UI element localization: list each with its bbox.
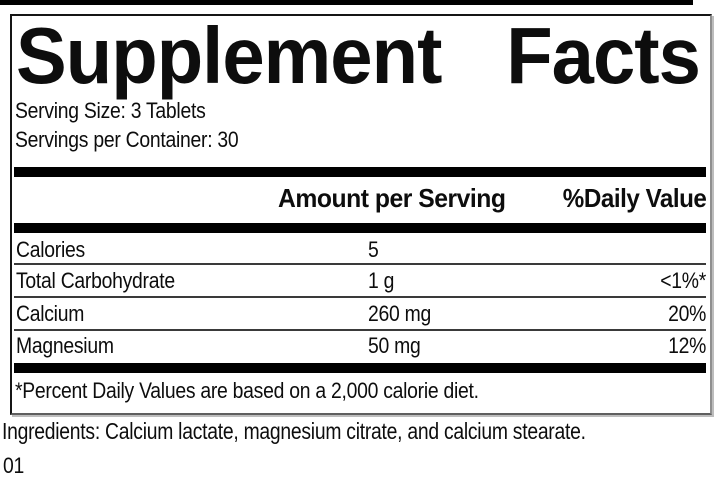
nutrient-name: Calories: [16, 237, 85, 262]
amount-per-serving-header: Amount per Serving: [278, 183, 506, 213]
nutrient-name: Magnesium: [16, 333, 114, 358]
table-row: Calories 5: [16, 237, 706, 265]
nutrient-daily-value: <1%*: [660, 268, 706, 293]
thick-rule-top: [14, 167, 706, 177]
nutrient-daily-value: 20%: [668, 301, 706, 326]
nutrient-amount: 1 g: [368, 268, 395, 293]
row-divider: [14, 263, 706, 265]
table-row: Magnesium 50 mg 12%: [16, 333, 706, 361]
nutrient-daily-value: 12%: [668, 333, 706, 358]
title-word-facts: Facts: [496, 11, 701, 100]
thick-rule-bottom: [14, 363, 706, 373]
thick-rule-header: [14, 223, 706, 233]
title-word-supplement: Supplement: [16, 16, 464, 96]
daily-value-header: %Daily Value: [562, 183, 706, 213]
page-code: 01: [3, 453, 25, 478]
nutrient-name: Calcium: [16, 301, 85, 326]
nutrient-amount: 5: [368, 237, 379, 262]
top-cutoff-bar: [0, 0, 693, 5]
nutrient-amount: 50 mg: [368, 333, 421, 358]
serving-size: Serving Size: 3 Tablets: [15, 98, 206, 123]
table-row: Calcium 260 mg 20%: [16, 301, 706, 329]
nutrient-name: Total Carbohydrate: [16, 268, 175, 293]
row-divider: [14, 329, 706, 331]
title-text: Supplement: [16, 11, 442, 100]
row-divider: [14, 296, 706, 298]
table-row: Total Carbohydrate 1 g <1%*: [16, 268, 706, 296]
ingredients-line: Ingredients: Calcium lactate, magnesium …: [2, 418, 586, 444]
servings-per-container: Servings per Container: 30: [15, 127, 239, 152]
daily-value-footnote: *Percent Daily Values are based on a 2,0…: [15, 378, 479, 403]
nutrient-amount: 260 mg: [368, 301, 432, 326]
supplement-facts-box: [10, 14, 712, 415]
title-text: Facts: [506, 11, 701, 100]
